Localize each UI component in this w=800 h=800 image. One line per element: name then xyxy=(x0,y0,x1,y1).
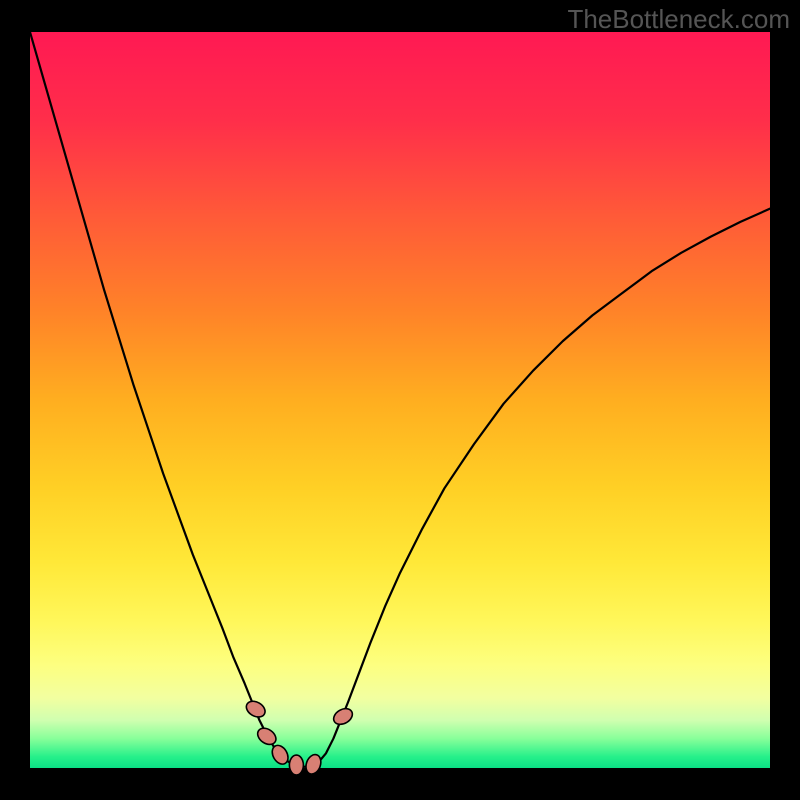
watermark-text: TheBottleneck.com xyxy=(567,4,790,35)
marker-point xyxy=(289,755,303,775)
chart-container: TheBottleneck.com xyxy=(0,0,800,800)
plot-background xyxy=(30,32,770,768)
chart-svg xyxy=(0,0,800,800)
